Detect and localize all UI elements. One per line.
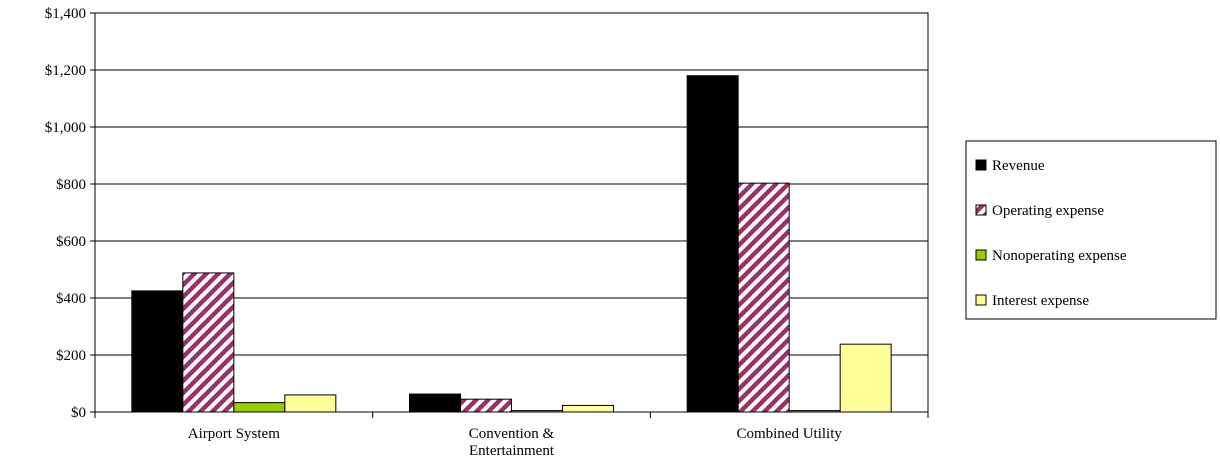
legend-swatch bbox=[975, 249, 987, 261]
legend-label: Interest expense bbox=[992, 293, 1089, 309]
legend: Revenue Operating expense Nonoperating exp… bbox=[965, 140, 1217, 320]
bar bbox=[233, 402, 286, 413]
tick-labels: $0 $200 $400 $600 $800 $1,000 $1,200 $1,400 Airp… bbox=[45, 6, 843, 459]
legend-label: Nonoperating expense bbox=[992, 248, 1127, 264]
y-tick-label: $0 bbox=[71, 405, 86, 421]
legend-box bbox=[965, 140, 1217, 320]
bar bbox=[737, 182, 790, 413]
axes bbox=[90, 12, 929, 418]
bar bbox=[460, 398, 512, 413]
legend-label: Revenue bbox=[992, 158, 1045, 174]
bar bbox=[409, 393, 461, 413]
legend-label: Operating expense bbox=[992, 203, 1104, 219]
x-tick-label: Combined Utility bbox=[736, 426, 842, 442]
bar bbox=[788, 410, 841, 413]
y-tick-label: $800 bbox=[56, 177, 86, 193]
y-tick-label: $400 bbox=[56, 291, 86, 307]
bar bbox=[131, 290, 184, 413]
legend-swatch bbox=[975, 294, 987, 306]
bars bbox=[131, 75, 892, 413]
bar bbox=[284, 394, 337, 413]
y-tick-label: $1,400 bbox=[45, 6, 86, 22]
x-tick-label: Airport System bbox=[188, 426, 280, 442]
legend-swatch bbox=[975, 159, 987, 171]
y-tick-label: $1,200 bbox=[45, 63, 86, 79]
bar bbox=[686, 75, 739, 413]
bar bbox=[182, 272, 235, 413]
y-tick-label: $1,000 bbox=[45, 120, 86, 136]
bar bbox=[511, 410, 563, 413]
bar bbox=[562, 404, 614, 413]
bar bbox=[839, 343, 892, 413]
legend-swatch bbox=[975, 204, 987, 216]
y-tick-label: $200 bbox=[56, 348, 86, 364]
y-tick-label: $600 bbox=[56, 234, 86, 250]
x-tick-label: Convention & Entertainment bbox=[469, 426, 555, 459]
